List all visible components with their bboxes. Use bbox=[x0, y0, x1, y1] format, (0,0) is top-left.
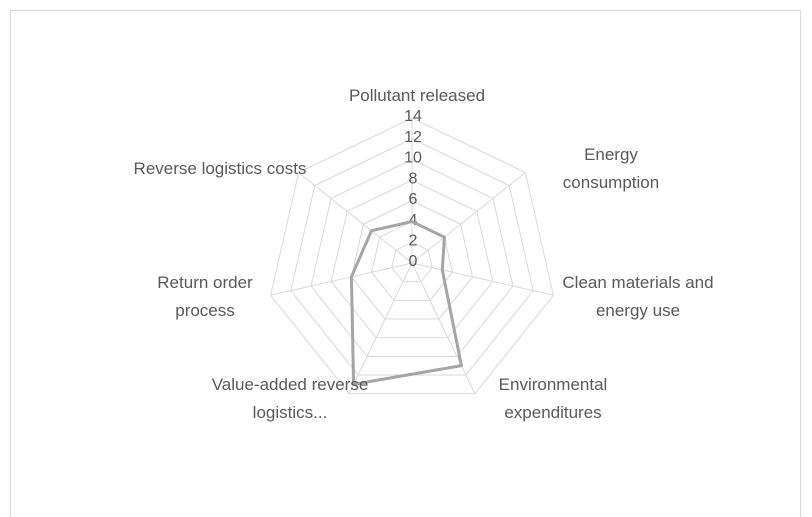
grid-line bbox=[270, 117, 554, 395]
spoke bbox=[411, 262, 554, 296]
grid-line bbox=[371, 221, 453, 301]
spoke bbox=[298, 172, 413, 264]
grid-line bbox=[350, 200, 474, 320]
tick-label: 4 bbox=[409, 212, 418, 229]
grid-line bbox=[391, 241, 433, 283]
tick-label: 8 bbox=[409, 170, 418, 187]
category-label: Energy consumption bbox=[562, 145, 660, 192]
tick-label: 0 bbox=[409, 253, 418, 270]
tick-label: 10 bbox=[404, 150, 422, 167]
tick-label: 12 bbox=[404, 129, 422, 146]
radar-line bbox=[349, 220, 463, 386]
tick-label: 14 bbox=[404, 108, 422, 125]
tick-label: 6 bbox=[409, 191, 418, 208]
grid-line bbox=[310, 158, 514, 357]
category-label: Environmental expenditures bbox=[498, 375, 608, 422]
chart-border bbox=[10, 10, 801, 517]
category-label: Reverse logistics costs bbox=[133, 159, 307, 178]
category-label: Return order process bbox=[157, 273, 253, 320]
spoke bbox=[411, 172, 526, 264]
category-label: Clean materials and energy use bbox=[562, 273, 714, 320]
tick-label: 2 bbox=[409, 233, 418, 250]
spoke bbox=[411, 262, 476, 394]
category-label: Value-added reverse logistics... bbox=[211, 375, 369, 422]
spoke bbox=[348, 262, 413, 394]
grid-line bbox=[330, 179, 494, 339]
category-label: Pollutant released bbox=[348, 86, 486, 105]
spoke bbox=[270, 262, 413, 296]
